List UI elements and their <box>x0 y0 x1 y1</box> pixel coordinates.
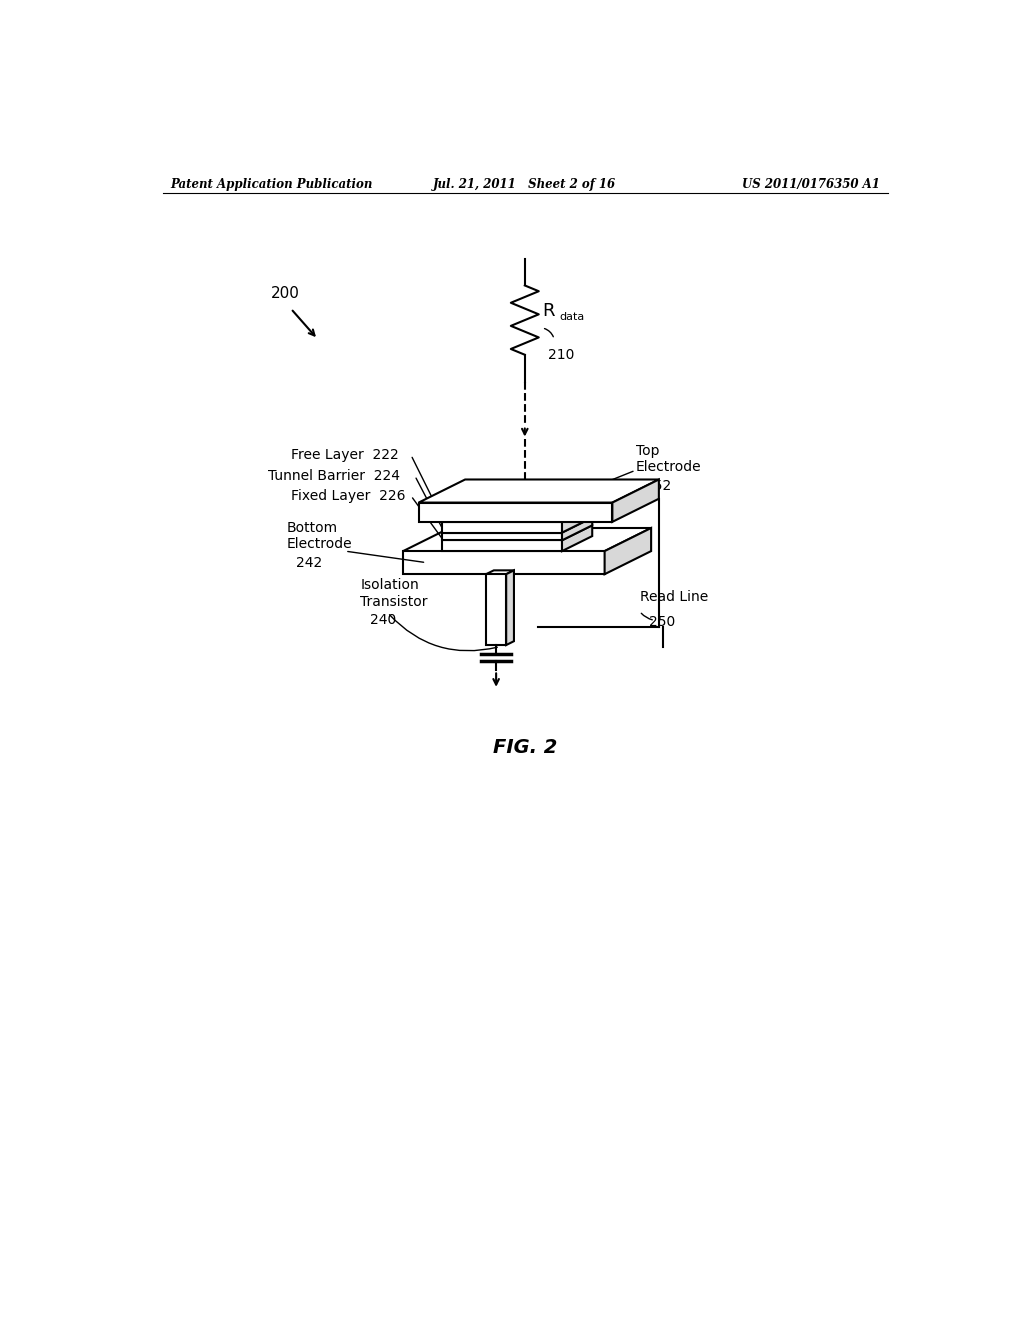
Text: FIG. 2: FIG. 2 <box>493 738 557 756</box>
Text: data: data <box>560 312 585 322</box>
Text: 242: 242 <box>296 556 323 570</box>
Polygon shape <box>403 528 651 552</box>
Text: Tunnel Barrier  224: Tunnel Barrier 224 <box>267 469 399 483</box>
Polygon shape <box>486 574 506 645</box>
Polygon shape <box>562 517 592 540</box>
Polygon shape <box>419 503 612 521</box>
Text: Bottom
Electrode: Bottom Electrode <box>287 520 352 550</box>
Text: Patent Application Publication: Patent Application Publication <box>171 178 373 190</box>
Text: US 2011/0176350 A1: US 2011/0176350 A1 <box>741 178 880 190</box>
Text: Free Layer  222: Free Layer 222 <box>291 447 398 462</box>
Text: R: R <box>542 302 554 319</box>
Polygon shape <box>442 540 562 552</box>
Polygon shape <box>419 479 658 503</box>
Text: 200: 200 <box>271 286 300 301</box>
Polygon shape <box>442 517 592 533</box>
Text: Isolation
Transistor: Isolation Transistor <box>360 578 428 609</box>
Polygon shape <box>442 521 562 533</box>
Polygon shape <box>562 507 592 533</box>
Text: Jul. 21, 2011   Sheet 2 of 16: Jul. 21, 2011 Sheet 2 of 16 <box>433 178 616 190</box>
Text: Top
Electrode: Top Electrode <box>636 444 701 474</box>
Text: 250: 250 <box>649 615 675 628</box>
Polygon shape <box>604 528 651 574</box>
Polygon shape <box>562 525 592 552</box>
Polygon shape <box>442 507 592 521</box>
Polygon shape <box>442 533 562 540</box>
Text: 252: 252 <box>645 479 671 492</box>
Text: 240: 240 <box>370 614 396 627</box>
Text: Fixed Layer  226: Fixed Layer 226 <box>291 488 406 503</box>
Polygon shape <box>442 525 592 540</box>
Polygon shape <box>506 570 514 645</box>
Polygon shape <box>403 552 604 574</box>
Polygon shape <box>486 570 514 574</box>
Text: Read Line: Read Line <box>640 590 708 605</box>
Text: 210: 210 <box>548 347 574 362</box>
Polygon shape <box>612 479 658 521</box>
